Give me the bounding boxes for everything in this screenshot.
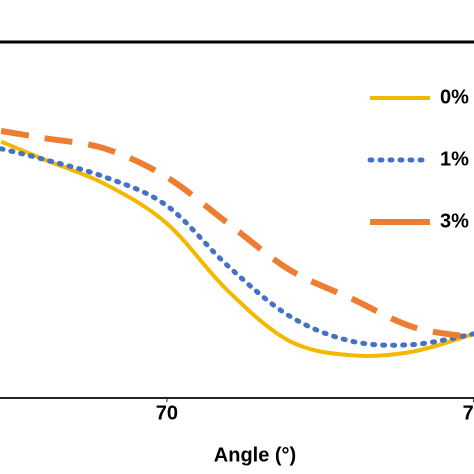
legend-label: 0% [440,86,469,108]
legend-label: 1% [440,148,469,170]
x-tick-label: 75 [463,403,474,425]
x-axis-label: Angle (°) [214,444,296,466]
line-series [0,128,474,341]
line-series [0,146,474,348]
legend-label: 3% [440,210,469,232]
x-tick-label: 70 [156,403,178,425]
line-series [0,139,474,358]
